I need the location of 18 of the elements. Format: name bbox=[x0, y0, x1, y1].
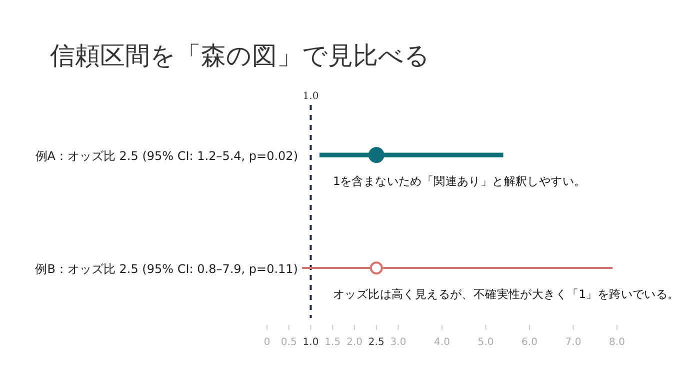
y-tick-label: 例A：オッズ比 2.5 (95% CI: 1.2–5.4, p=0.02) bbox=[35, 149, 298, 163]
x-tick-label: 2.0 bbox=[346, 337, 362, 348]
y-tick-label: 例B：オッズ比 2.5 (95% CI: 0.8–7.9, p=0.11) bbox=[35, 262, 298, 276]
x-tick-label: 1.0 bbox=[302, 337, 319, 348]
annotation: 1を含まないため「関連あり」と解釈しやすい。 bbox=[333, 174, 586, 188]
x-tick-label: 0.5 bbox=[280, 337, 297, 348]
x-tick-label: 4.0 bbox=[434, 337, 450, 348]
x-tick-label: 1.5 bbox=[324, 337, 341, 348]
chart-title: 信頼区間を「森の図」で見比べる bbox=[50, 41, 430, 70]
x-tick-label: 6.0 bbox=[522, 337, 538, 348]
x-tick-label: 5.0 bbox=[478, 337, 494, 348]
x-tick-label: 2.5 bbox=[368, 337, 384, 348]
x-tick-label: 7.0 bbox=[565, 337, 582, 348]
x-tick-label: 8.0 bbox=[609, 337, 625, 348]
ref-line-label: 1.0 bbox=[302, 91, 319, 102]
x-tick-label: 0 bbox=[264, 337, 270, 348]
x-tick-label: 3.0 bbox=[390, 337, 406, 348]
annotation: オッズ比は高く見えるが、不確実性が大きく「1」を跨いでいる。 bbox=[333, 287, 680, 301]
